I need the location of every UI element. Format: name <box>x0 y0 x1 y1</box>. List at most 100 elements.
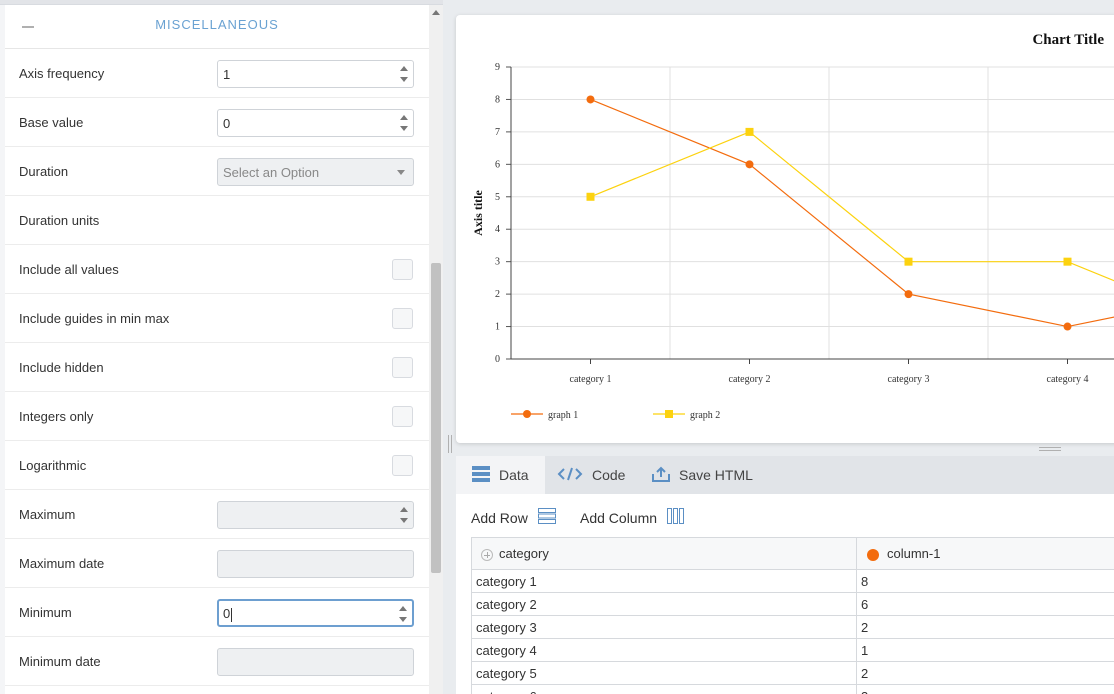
table-cell[interactable]: category 5 <box>471 661 857 685</box>
property-label: Axis frequency <box>19 66 105 81</box>
tab-save-html-label: Save HTML <box>679 467 753 483</box>
upload-icon <box>652 466 670 485</box>
property-label: Logarithmic <box>19 458 87 473</box>
data-point-square <box>904 257 913 266</box>
settings-panel: MISCELLANEOUS Axis frequency 1 Base value 0… <box>0 0 443 694</box>
y-tick-label: 7 <box>495 127 500 138</box>
add-column-button[interactable]: Add Column <box>580 508 685 527</box>
property-input[interactable]: 1 <box>217 60 414 88</box>
data-point-square <box>586 192 595 201</box>
property-row: Maximum date <box>5 539 429 588</box>
property-input[interactable] <box>217 501 414 529</box>
table-cell[interactable]: 1 <box>856 638 1114 662</box>
add-column-label: Add Column <box>580 509 658 526</box>
property-row: Include guides in min max <box>5 294 429 343</box>
x-tick-label: category 3 <box>888 374 930 385</box>
tab-data[interactable]: Data <box>456 456 545 494</box>
property-input-value: 0 <box>223 116 231 131</box>
table-cell[interactable]: category 3 <box>471 615 857 639</box>
add-row-button[interactable]: Add Row <box>471 508 556 527</box>
vertical-resize-handle[interactable] <box>448 435 452 453</box>
spinner-arrows-icon[interactable] <box>399 604 408 624</box>
y-tick-label: 8 <box>495 94 500 105</box>
table-cell[interactable]: 8 <box>856 569 1114 593</box>
legend-marker-square <box>665 410 673 418</box>
y-tick-label: 9 <box>495 62 500 73</box>
collapse-minus-icon[interactable] <box>22 26 34 28</box>
table-cell[interactable]: 3 <box>856 684 1114 694</box>
legend-label: graph 2 <box>690 410 720 421</box>
data-point-circle <box>586 95 595 104</box>
tab-data-label: Data <box>499 467 529 483</box>
property-label: Include all values <box>19 262 119 277</box>
spinner-arrows-icon[interactable] <box>400 64 409 84</box>
spinner-arrows-icon[interactable] <box>400 113 409 133</box>
property-checkbox[interactable] <box>392 406 413 427</box>
y-axis-title: Axis title <box>471 189 485 235</box>
table-cell[interactable]: category 4 <box>471 638 857 662</box>
select-placeholder: Select an Option <box>223 165 320 180</box>
table-cell[interactable]: 2 <box>856 661 1114 685</box>
chart-title: Chart Title <box>1032 32 1104 48</box>
property-label: Base value <box>19 115 84 130</box>
scrollbar-thumb[interactable] <box>431 263 441 573</box>
property-row: Minimum 0 <box>5 588 429 637</box>
property-label: Maximum <box>19 507 76 522</box>
property-row: Logarithmic <box>5 441 429 490</box>
property-input-value: 1 <box>223 67 231 82</box>
table-cell[interactable]: category 2 <box>471 592 857 616</box>
header-category[interactable]: category <box>471 537 857 570</box>
chart-canvas: 0 1 2 3 4 5 6 7 8 9 category 1 category 2 category 3… <box>471 32 1114 421</box>
table-header-row: category column-1 <box>471 537 1114 570</box>
table-cell[interactable]: 2 <box>856 615 1114 639</box>
property-label: Include guides in min max <box>19 311 170 326</box>
table-cell[interactable]: category 1 <box>471 569 857 593</box>
panel-scrollbar[interactable] <box>429 5 443 694</box>
property-checkbox[interactable] <box>392 455 413 476</box>
table-cell[interactable]: category 6 <box>471 684 857 694</box>
property-label: Integers only <box>19 409 94 424</box>
scroll-up-arrow-icon[interactable] <box>432 10 440 15</box>
tab-save-html[interactable]: Save HTML <box>636 456 756 494</box>
header-column-1[interactable]: column-1 <box>856 537 1114 570</box>
y-tick-label: 0 <box>495 354 500 365</box>
property-input[interactable]: 0 <box>217 599 414 627</box>
property-checkbox[interactable] <box>392 259 413 280</box>
tab-code[interactable]: Code <box>545 456 635 494</box>
legend-label: graph 1 <box>548 410 578 421</box>
property-input[interactable]: 0 <box>217 109 414 137</box>
property-label: Minimum <box>19 605 72 620</box>
property-label: Duration <box>19 164 69 179</box>
y-tick-label: 5 <box>495 192 500 203</box>
property-label: Duration units <box>19 213 100 228</box>
property-checkbox[interactable] <box>392 308 413 329</box>
horizontal-resize-handle[interactable] <box>1039 447 1061 451</box>
property-input[interactable] <box>217 648 414 676</box>
panel-top-strip <box>0 0 443 5</box>
y-tick-label: 6 <box>495 159 500 170</box>
header-column-1-label: column-1 <box>887 546 941 561</box>
property-input-value: 0 <box>223 606 231 621</box>
x-tick-label: category 1 <box>570 374 612 385</box>
y-tick-label: 3 <box>495 257 500 268</box>
property-row: Integers only <box>5 392 429 441</box>
data-point-circle <box>1063 322 1072 331</box>
property-checkbox[interactable] <box>392 357 413 378</box>
duration-select[interactable]: Select an Option <box>217 158 414 186</box>
editor-tabs: Data Code Save HTML <box>456 456 1114 494</box>
property-input[interactable] <box>217 550 414 578</box>
table-icon <box>472 465 490 485</box>
header-category-label: category <box>499 546 549 561</box>
property-row: Minimum date <box>5 637 429 686</box>
add-plus-icon[interactable] <box>481 548 493 561</box>
spinner-arrows-icon[interactable] <box>400 505 409 525</box>
misc-section-header[interactable]: MISCELLANEOUS <box>5 5 429 49</box>
x-tick-label: category 4 <box>1047 374 1089 385</box>
series-color-dot-icon[interactable] <box>867 548 879 561</box>
table-cell[interactable]: 6 <box>856 592 1114 616</box>
property-label: Maximum date <box>19 556 105 571</box>
